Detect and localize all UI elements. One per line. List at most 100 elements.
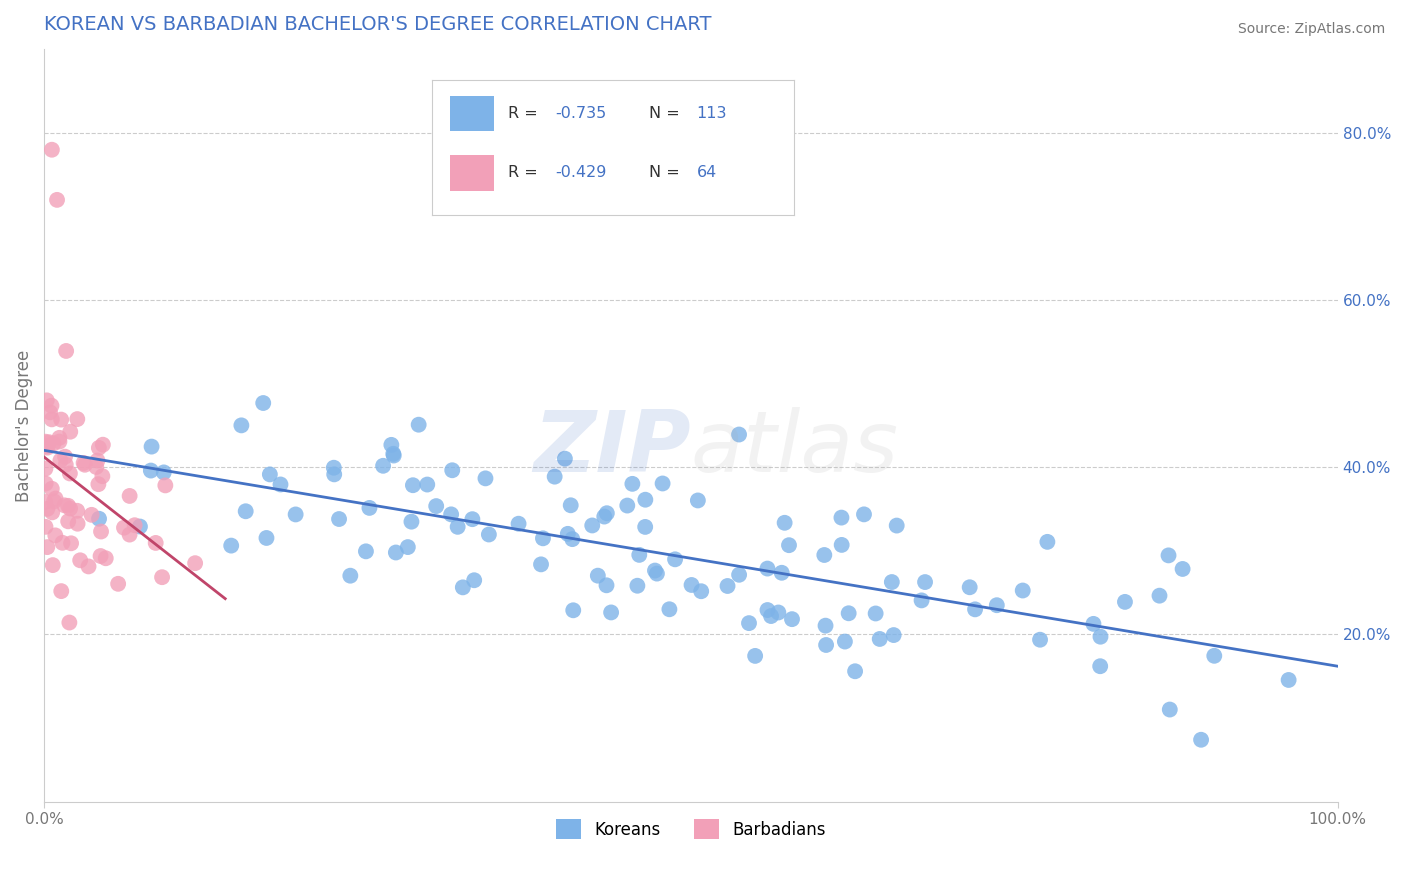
Point	[595, 578, 617, 592]
Point	[107, 576, 129, 591]
Point	[87, 512, 110, 526]
Point	[69, 553, 91, 567]
Point	[396, 540, 419, 554]
Point	[359, 500, 381, 515]
Point	[41, 505, 63, 519]
Point	[658, 602, 681, 616]
Point	[441, 463, 464, 477]
Point	[853, 508, 876, 522]
Point	[58, 615, 80, 630]
Point	[56, 499, 79, 513]
Point	[91, 469, 114, 483]
Point	[91, 438, 114, 452]
Point	[838, 607, 860, 621]
Point	[87, 477, 110, 491]
Point	[1090, 630, 1112, 644]
Point	[844, 665, 866, 679]
Point	[235, 504, 257, 518]
Point	[55, 458, 77, 472]
Point	[1088, 659, 1111, 673]
Point	[593, 509, 616, 524]
Point	[756, 603, 779, 617]
Point	[284, 508, 307, 522]
Point	[94, 551, 117, 566]
Point	[416, 477, 439, 491]
Point	[1036, 534, 1059, 549]
Text: Source: ZipAtlas.com: Source: ZipAtlas.com	[1237, 22, 1385, 37]
Point	[554, 451, 576, 466]
Point	[543, 469, 565, 483]
Point	[830, 510, 852, 524]
Text: atlas: atlas	[690, 407, 898, 490]
Point	[66, 516, 89, 531]
Point	[586, 568, 609, 582]
Point	[354, 544, 377, 558]
Point	[49, 453, 72, 467]
Point	[886, 518, 908, 533]
Point	[681, 578, 703, 592]
Point	[596, 506, 619, 520]
Point	[129, 519, 152, 533]
Point	[686, 493, 709, 508]
Point	[778, 538, 800, 552]
Point	[145, 536, 167, 550]
Point	[1149, 589, 1171, 603]
Point	[184, 556, 207, 570]
Point	[530, 558, 553, 572]
Point	[814, 618, 837, 632]
Point	[780, 612, 803, 626]
Point	[152, 466, 174, 480]
Point	[59, 467, 82, 481]
Point	[728, 567, 751, 582]
Point	[37, 540, 59, 554]
Point	[34, 434, 56, 449]
Point	[323, 467, 346, 482]
Point	[478, 527, 501, 541]
Point	[90, 549, 112, 563]
Point	[80, 508, 103, 522]
Point	[562, 603, 585, 617]
Point	[328, 512, 350, 526]
Point	[42, 558, 65, 573]
Point	[440, 508, 463, 522]
Point	[39, 405, 62, 419]
Point	[53, 499, 76, 513]
Point	[461, 512, 484, 526]
Point	[451, 580, 474, 594]
Point	[90, 524, 112, 539]
Point	[87, 441, 110, 455]
Point	[560, 498, 582, 512]
Point	[259, 467, 281, 482]
Point	[959, 580, 981, 594]
Point	[768, 606, 790, 620]
Point	[231, 418, 253, 433]
Point	[44, 528, 66, 542]
Point	[339, 568, 361, 582]
Point	[626, 579, 648, 593]
Point	[37, 501, 59, 516]
Point	[41, 143, 63, 157]
Point	[51, 584, 73, 599]
Point	[77, 559, 100, 574]
Point	[770, 566, 793, 580]
Point	[34, 476, 56, 491]
Point	[831, 538, 853, 552]
Point	[35, 393, 58, 408]
Point	[124, 518, 146, 533]
Point	[37, 441, 59, 455]
Point	[86, 453, 108, 467]
Point	[380, 438, 402, 452]
Point	[34, 461, 56, 475]
Point	[910, 593, 932, 607]
Point	[581, 518, 603, 533]
Legend: Koreans, Barbadians: Koreans, Barbadians	[550, 813, 832, 846]
Point	[869, 632, 891, 646]
Point	[59, 425, 82, 439]
Point	[269, 477, 291, 491]
Point	[252, 396, 274, 410]
Point	[1278, 673, 1301, 687]
Point	[1114, 595, 1136, 609]
Point	[34, 520, 56, 534]
Point	[446, 520, 468, 534]
Point	[51, 536, 73, 550]
